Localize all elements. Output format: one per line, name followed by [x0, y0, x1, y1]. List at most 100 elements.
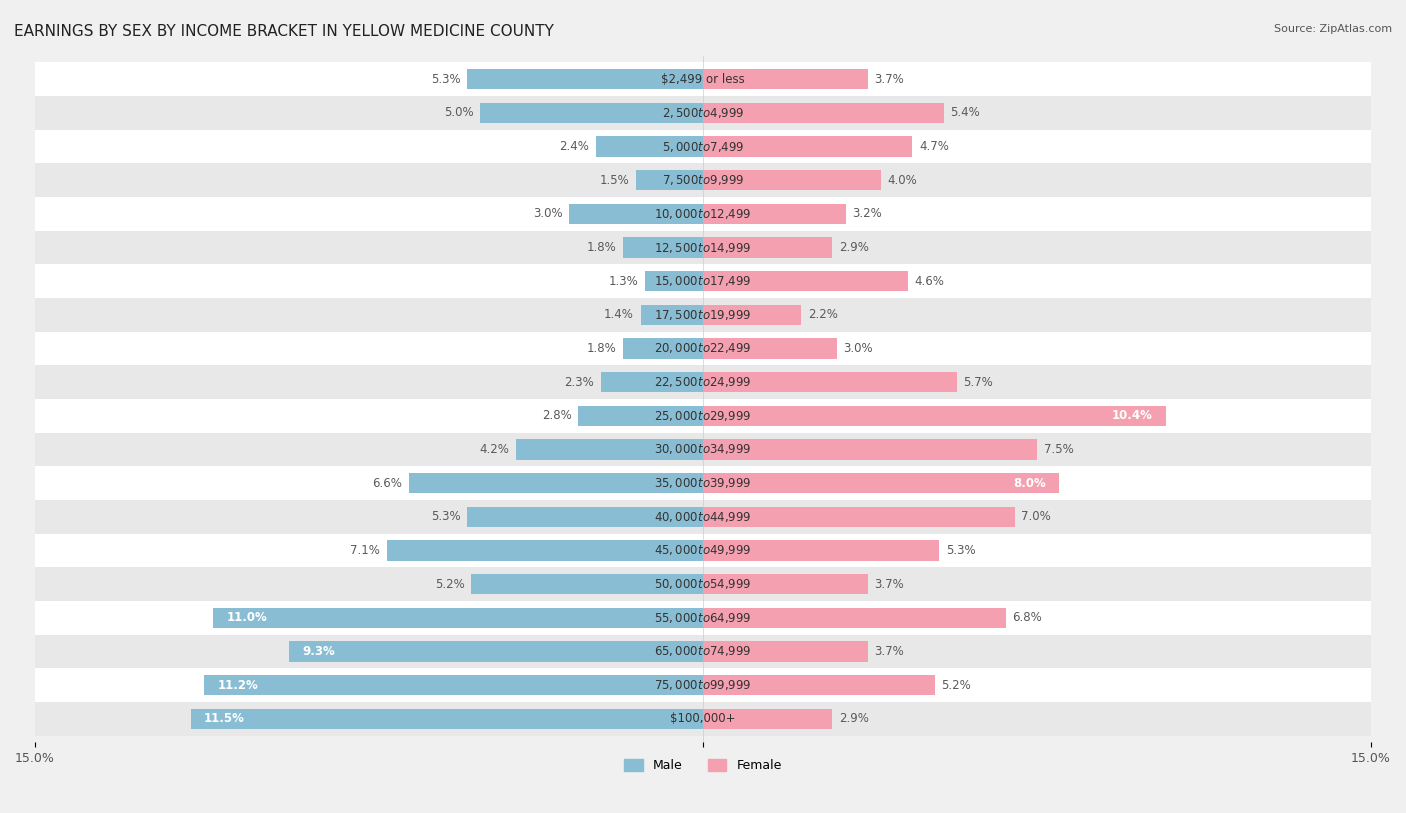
Bar: [636, 170, 703, 190]
Bar: [35, 130, 1371, 163]
Bar: [288, 641, 703, 662]
Text: 3.2%: 3.2%: [852, 207, 882, 220]
Bar: [35, 668, 1371, 702]
Bar: [623, 237, 703, 258]
Text: 3.0%: 3.0%: [533, 207, 562, 220]
Text: 5.7%: 5.7%: [963, 376, 993, 389]
Text: 1.8%: 1.8%: [586, 241, 616, 254]
Bar: [35, 197, 1371, 231]
Bar: [35, 467, 1371, 500]
Bar: [35, 264, 1371, 298]
Text: 1.4%: 1.4%: [605, 308, 634, 321]
Bar: [703, 607, 1005, 628]
Text: 11.2%: 11.2%: [218, 679, 259, 692]
Bar: [35, 399, 1371, 433]
Bar: [641, 305, 703, 325]
Text: $40,000 to $44,999: $40,000 to $44,999: [654, 510, 752, 524]
Bar: [467, 69, 703, 89]
Bar: [35, 702, 1371, 736]
Bar: [35, 601, 1371, 635]
Text: $35,000 to $39,999: $35,000 to $39,999: [654, 476, 752, 490]
Text: $10,000 to $12,499: $10,000 to $12,499: [654, 207, 752, 221]
Text: 10.4%: 10.4%: [1112, 409, 1153, 422]
Bar: [645, 271, 703, 291]
Text: 3.7%: 3.7%: [875, 577, 904, 590]
Text: $45,000 to $49,999: $45,000 to $49,999: [654, 543, 752, 558]
Text: $75,000 to $99,999: $75,000 to $99,999: [654, 678, 752, 692]
Text: $12,500 to $14,999: $12,500 to $14,999: [654, 241, 752, 254]
Text: 5.2%: 5.2%: [941, 679, 972, 692]
Bar: [703, 506, 1015, 527]
Bar: [703, 541, 939, 560]
Text: 9.3%: 9.3%: [302, 645, 335, 658]
Text: $30,000 to $34,999: $30,000 to $34,999: [654, 442, 752, 456]
Bar: [703, 338, 837, 359]
Text: 4.7%: 4.7%: [920, 140, 949, 153]
Text: $100,000+: $100,000+: [671, 712, 735, 725]
Text: 3.7%: 3.7%: [875, 72, 904, 85]
Text: 5.3%: 5.3%: [946, 544, 976, 557]
Text: 2.9%: 2.9%: [839, 712, 869, 725]
Text: $25,000 to $29,999: $25,000 to $29,999: [654, 409, 752, 423]
Bar: [35, 433, 1371, 467]
Text: $22,500 to $24,999: $22,500 to $24,999: [654, 375, 752, 389]
Bar: [35, 63, 1371, 96]
Bar: [596, 137, 703, 157]
Bar: [204, 675, 703, 695]
Bar: [35, 567, 1371, 601]
Bar: [35, 365, 1371, 399]
Text: 1.3%: 1.3%: [609, 275, 638, 288]
Text: 1.5%: 1.5%: [600, 174, 630, 187]
Bar: [703, 439, 1038, 459]
Text: 1.8%: 1.8%: [586, 342, 616, 355]
Bar: [214, 607, 703, 628]
Text: 5.3%: 5.3%: [430, 511, 460, 524]
Bar: [703, 574, 868, 594]
Bar: [35, 298, 1371, 332]
Text: 6.6%: 6.6%: [373, 476, 402, 489]
Text: 2.8%: 2.8%: [541, 409, 572, 422]
Bar: [409, 473, 703, 493]
Text: 5.2%: 5.2%: [434, 577, 465, 590]
Text: $50,000 to $54,999: $50,000 to $54,999: [654, 577, 752, 591]
Text: $55,000 to $64,999: $55,000 to $64,999: [654, 611, 752, 624]
Text: 2.9%: 2.9%: [839, 241, 869, 254]
Bar: [387, 541, 703, 560]
Bar: [703, 406, 1166, 426]
Text: 7.0%: 7.0%: [1021, 511, 1052, 524]
Text: 2.4%: 2.4%: [560, 140, 589, 153]
Bar: [35, 635, 1371, 668]
Text: 11.0%: 11.0%: [226, 611, 267, 624]
Text: Source: ZipAtlas.com: Source: ZipAtlas.com: [1274, 24, 1392, 34]
Text: 4.0%: 4.0%: [887, 174, 918, 187]
Bar: [703, 271, 908, 291]
Bar: [600, 372, 703, 392]
Bar: [569, 204, 703, 224]
Text: 3.7%: 3.7%: [875, 645, 904, 658]
Bar: [703, 305, 801, 325]
Text: 4.6%: 4.6%: [914, 275, 945, 288]
Bar: [703, 641, 868, 662]
Text: $20,000 to $22,499: $20,000 to $22,499: [654, 341, 752, 355]
Bar: [481, 102, 703, 123]
Text: 7.5%: 7.5%: [1043, 443, 1073, 456]
Bar: [703, 237, 832, 258]
Bar: [35, 332, 1371, 365]
Bar: [35, 231, 1371, 264]
Text: 7.1%: 7.1%: [350, 544, 380, 557]
Bar: [35, 163, 1371, 197]
Text: $65,000 to $74,999: $65,000 to $74,999: [654, 645, 752, 659]
Bar: [516, 439, 703, 459]
Bar: [191, 709, 703, 728]
Text: 5.0%: 5.0%: [444, 107, 474, 120]
Text: $17,500 to $19,999: $17,500 to $19,999: [654, 308, 752, 322]
Bar: [471, 574, 703, 594]
Bar: [703, 372, 957, 392]
Bar: [703, 675, 935, 695]
Legend: Male, Female: Male, Female: [619, 754, 787, 777]
Bar: [578, 406, 703, 426]
Text: 6.8%: 6.8%: [1012, 611, 1042, 624]
Bar: [703, 102, 943, 123]
Bar: [703, 204, 845, 224]
Text: 3.0%: 3.0%: [844, 342, 873, 355]
